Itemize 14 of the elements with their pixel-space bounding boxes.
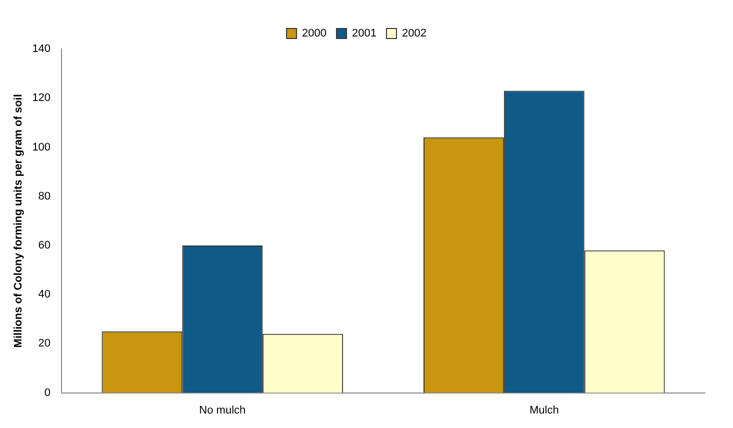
y-tick-label: 0: [44, 386, 51, 399]
legend-label: 2001: [352, 28, 376, 40]
y-tick-label: 100: [32, 141, 51, 154]
y-tick-label: 80: [38, 190, 51, 202]
y-tick-label: 60: [38, 239, 51, 252]
legend-label: 2002: [402, 28, 426, 40]
legend-label: 2000: [302, 28, 327, 40]
y-axis-title: Millions of Colony forming units per gram of soil: [12, 94, 25, 348]
y-tick-label: 40: [38, 288, 51, 301]
y-tick-label: 20: [38, 338, 51, 350]
y-tick-label: 140: [32, 43, 51, 56]
x-tick-label: No mulch: [199, 404, 246, 416]
x-tick-label: Mulch: [529, 404, 559, 416]
y-tick-label: 120: [32, 92, 51, 104]
